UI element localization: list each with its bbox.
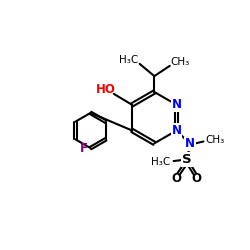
Text: S: S xyxy=(182,153,192,166)
Text: N: N xyxy=(172,98,181,111)
Text: H₃C: H₃C xyxy=(151,157,171,167)
Text: HO: HO xyxy=(96,83,116,96)
Text: H₃C: H₃C xyxy=(119,55,138,65)
Text: O: O xyxy=(192,172,202,186)
Text: F: F xyxy=(80,142,88,154)
Text: N: N xyxy=(185,138,195,150)
Text: CH₃: CH₃ xyxy=(205,135,225,145)
Text: CH₃: CH₃ xyxy=(171,57,190,67)
Text: N: N xyxy=(172,124,181,137)
Text: O: O xyxy=(172,172,181,186)
